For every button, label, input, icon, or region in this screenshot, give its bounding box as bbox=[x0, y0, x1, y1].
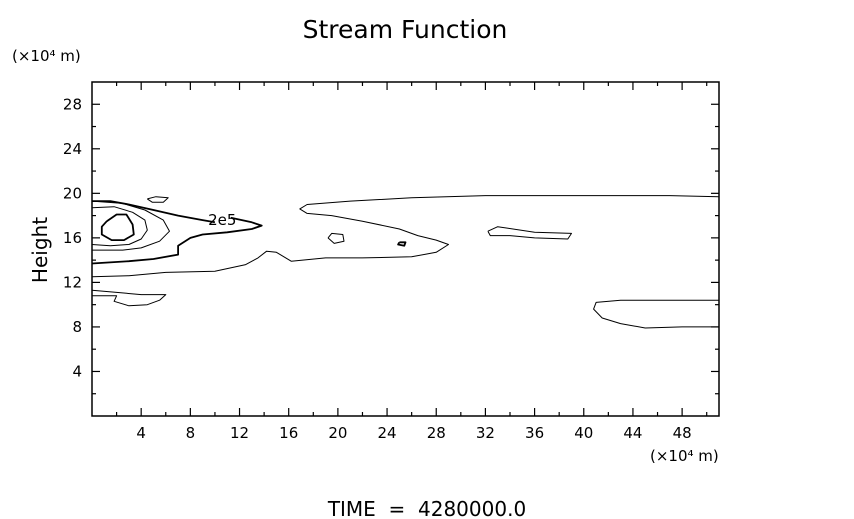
contour-line bbox=[147, 196, 169, 203]
contour-line bbox=[327, 232, 345, 244]
y-axis-label: Height bbox=[28, 217, 52, 283]
contour-line bbox=[91, 200, 170, 251]
x-tick-label: 32 bbox=[476, 424, 495, 442]
x-tick-label: 40 bbox=[574, 424, 593, 442]
y-tick-label: 8 bbox=[72, 318, 82, 336]
y-scale-label: (×10⁴ m) bbox=[12, 47, 81, 65]
contour-line bbox=[91, 289, 167, 307]
x-tick-label: 16 bbox=[279, 424, 298, 442]
plot-frame bbox=[91, 81, 720, 417]
contour-lines bbox=[91, 195, 720, 329]
x-tick-label: 36 bbox=[525, 424, 544, 442]
chart-title: Stream Function bbox=[303, 15, 508, 44]
contour-line bbox=[397, 241, 407, 247]
contour-line bbox=[91, 216, 263, 265]
contour-line bbox=[100, 213, 135, 241]
y-tick-label: 16 bbox=[63, 229, 82, 247]
x-tick-label: 44 bbox=[623, 424, 642, 442]
contour-line bbox=[91, 195, 720, 278]
time-readout: TIME = 4280000.0 bbox=[327, 497, 526, 519]
y-tick-label: 20 bbox=[63, 184, 82, 202]
x-tick-label: 48 bbox=[673, 424, 692, 442]
y-tick-label: 12 bbox=[63, 273, 82, 291]
y-tick-label: 24 bbox=[63, 140, 82, 158]
x-tick-label: 24 bbox=[378, 424, 397, 442]
x-tick-label: 28 bbox=[427, 424, 446, 442]
x-scale-label: (×10⁴ m) bbox=[650, 447, 719, 465]
contour-value-label: 2e5 bbox=[208, 211, 236, 229]
contour-line bbox=[593, 299, 719, 329]
x-tick-label: 12 bbox=[230, 424, 249, 442]
contour-labels: 2e5 bbox=[208, 211, 236, 229]
x-tick-label: 8 bbox=[186, 424, 196, 442]
x-tick-label: 20 bbox=[328, 424, 347, 442]
y-tick-label: 4 bbox=[72, 362, 82, 380]
x-tick-label: 4 bbox=[136, 424, 146, 442]
y-tick-label: 28 bbox=[63, 95, 82, 113]
contour-line bbox=[91, 206, 148, 247]
contour-line bbox=[487, 226, 572, 240]
contour-line bbox=[92, 200, 216, 224]
